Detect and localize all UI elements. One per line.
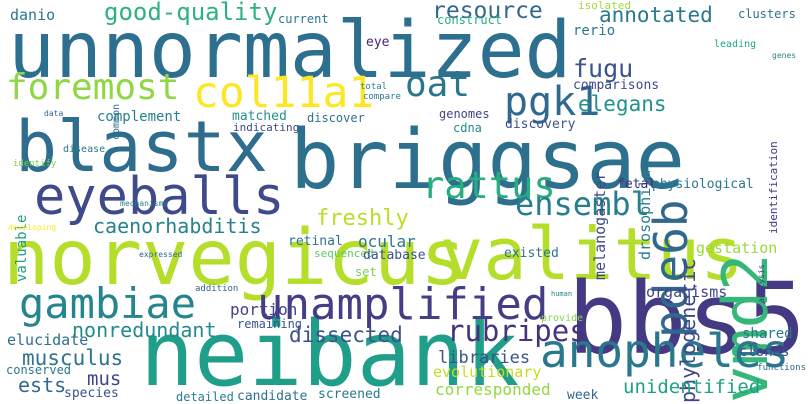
word-briggsae: briggsae bbox=[290, 113, 685, 208]
word-unnormalized: unnormalized bbox=[8, 6, 572, 96]
word-genomes: genomes bbox=[439, 107, 490, 121]
word-norvegicus: norvegicus bbox=[3, 214, 467, 303]
word-leading: leading bbox=[714, 39, 757, 50]
word-cdna: cdna bbox=[453, 121, 482, 135]
word-database: database bbox=[363, 248, 426, 263]
word-neibank: neibank bbox=[140, 302, 520, 404]
word-disease: disease bbox=[63, 144, 106, 155]
word-pgk1: pgk1 bbox=[504, 79, 601, 125]
word-valitus: valitus bbox=[440, 212, 744, 296]
word-isolated: isolated bbox=[578, 0, 631, 12]
word-danio: danio bbox=[10, 6, 56, 24]
word-week: week bbox=[567, 388, 599, 403]
word-retinal: retinal bbox=[288, 234, 343, 249]
word-rattus: rattus bbox=[422, 164, 556, 207]
word-sequenced: sequenced bbox=[314, 247, 374, 260]
word-existed: existed bbox=[504, 246, 559, 261]
word-bbs5: bbs5 bbox=[567, 262, 806, 377]
word-portion: portion bbox=[230, 300, 298, 319]
word-resource: resource bbox=[432, 0, 543, 24]
word-elucidate: elucidate bbox=[7, 331, 89, 349]
word-functions: functions bbox=[757, 363, 806, 373]
word-oat: oat bbox=[405, 64, 471, 105]
word-blastx: blastx bbox=[15, 106, 268, 188]
word-annotated: annotated bbox=[599, 3, 713, 27]
word-analysis: analysis bbox=[757, 264, 766, 304]
word-compare: compare bbox=[363, 92, 401, 102]
word-remaining: remaining bbox=[237, 317, 303, 331]
word-gestation: gestation bbox=[696, 239, 778, 257]
word-eyeballs: eyeballs bbox=[34, 167, 285, 227]
word-gambiae: gambiae bbox=[19, 279, 197, 328]
word-mechanisms: mechanisms bbox=[120, 199, 169, 208]
word-common: common bbox=[111, 103, 122, 140]
word-melanogaster: melanogaster bbox=[591, 171, 609, 280]
word-musculus: musculus bbox=[22, 346, 124, 370]
word-discovery: discovery bbox=[505, 117, 576, 132]
word-unamplified: unamplified bbox=[257, 279, 549, 330]
word-rerio: rerio bbox=[573, 23, 616, 39]
word-corresponded: corresponded bbox=[435, 380, 551, 399]
word-dissected: dissected bbox=[289, 323, 403, 347]
word-indicating: indicating bbox=[233, 121, 300, 134]
word-col11a1: col11a1 bbox=[193, 68, 375, 118]
word-foremost: foremost bbox=[6, 67, 180, 108]
word-rubripes: rubripes bbox=[447, 314, 587, 348]
word-conserved: conserved bbox=[6, 363, 72, 377]
word-elegans: elegans bbox=[578, 92, 667, 116]
word-ocular: ocular bbox=[358, 232, 416, 251]
word-complement: complement bbox=[97, 109, 182, 125]
word-total: total bbox=[360, 82, 388, 92]
word-clusters: clusters bbox=[738, 7, 796, 21]
word-genes: genes bbox=[772, 51, 797, 60]
word-matched: matched bbox=[232, 109, 287, 124]
word-comparisons: comparisons bbox=[573, 78, 660, 93]
word-shared: shared bbox=[742, 326, 793, 342]
word-eye: eye bbox=[366, 35, 390, 50]
word-fetal: fetal bbox=[617, 177, 657, 192]
word-libraries: libraries bbox=[438, 348, 531, 368]
word-ensembl: ensembl bbox=[515, 185, 650, 223]
word-good-quality: good-quality bbox=[104, 0, 278, 26]
word-data: data bbox=[44, 109, 64, 118]
word-identify: identify bbox=[13, 159, 57, 169]
word-mus: mus bbox=[87, 368, 122, 390]
word-human: human bbox=[551, 290, 573, 298]
word-organisms: organisms bbox=[646, 283, 728, 301]
word-provide: provide bbox=[541, 313, 584, 324]
word-species: species bbox=[64, 386, 119, 401]
word-clones: clones bbox=[739, 344, 790, 360]
word-anopheles: anopheles bbox=[540, 324, 790, 378]
word-developing: developing bbox=[8, 223, 57, 232]
word-detailed: detailed bbox=[176, 390, 234, 404]
word-nonredundant: nonredundant bbox=[72, 318, 217, 342]
word-physiological: physiological bbox=[652, 177, 754, 192]
word-ests: ests bbox=[18, 373, 67, 397]
word-unidentified: unidentified bbox=[623, 376, 761, 398]
word-caenorhabditis: caenorhabditis bbox=[93, 214, 262, 238]
word-candidate: candidate bbox=[237, 389, 308, 404]
word-evolutionary: evolutionary bbox=[433, 363, 542, 381]
word-expressed: expressed bbox=[139, 250, 183, 259]
word-identification: identification bbox=[767, 141, 780, 235]
word-construct: construct bbox=[437, 13, 503, 27]
word-set: set bbox=[355, 265, 377, 279]
word-freshly: freshly bbox=[316, 206, 409, 231]
word-current: current bbox=[278, 12, 329, 26]
word-addition: addition bbox=[195, 284, 239, 294]
word-discover: discover bbox=[307, 111, 365, 125]
word-screened: screened bbox=[318, 387, 381, 402]
word-fugu: fugu bbox=[573, 54, 634, 83]
